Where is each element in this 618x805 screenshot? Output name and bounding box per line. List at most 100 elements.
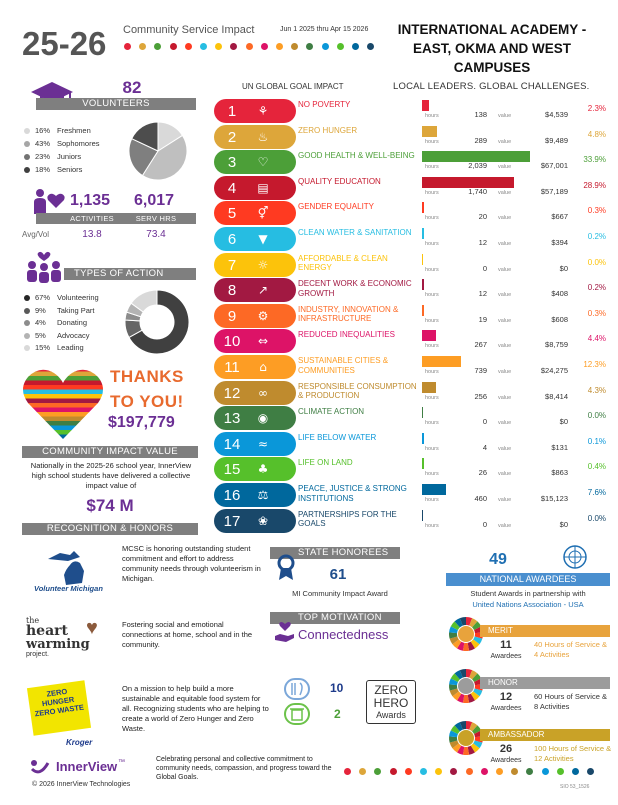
sdg-color-dot: [511, 768, 519, 775]
motivation-banner: TOP MOTIVATION: [270, 612, 400, 624]
tier-description: 60 Hours of Service & 8 Activities: [534, 692, 607, 711]
tier-count: 11: [500, 639, 512, 651]
heart-stripe: [23, 369, 103, 372]
sdg-goal-pill: 7 ☼: [214, 252, 296, 277]
sdg-goal-pill: 4 ▤: [214, 175, 296, 200]
sdg-color-dot: [374, 768, 382, 775]
sdg-impact-bar: [422, 304, 424, 316]
legend-pct: 16%: [35, 126, 51, 135]
value-caption: value: [498, 420, 512, 427]
hours-caption: hours: [425, 241, 439, 247]
legend-label: Taking Part: [57, 305, 95, 315]
sdg-value: $408: [551, 289, 568, 299]
sdg-impact-bar: [422, 509, 423, 521]
sdg-impact-bar: [422, 125, 438, 137]
types-donut-slice: [130, 289, 158, 313]
sdg-color-dot: [435, 768, 443, 775]
sdg-value: $57,189: [540, 186, 568, 196]
sdg-goal-name: INDUSTRY, INNOVATION & INFRASTRUCTURE: [298, 304, 399, 324]
avg-hours: 73.4: [146, 229, 166, 240]
tier-name: HONOR: [488, 678, 518, 687]
sdg-goal-pill: 13 ◉: [214, 406, 296, 431]
sdg-hours: 289: [474, 135, 487, 145]
motivation-value: Connectedness: [298, 627, 389, 642]
sdg-goal-number: 5: [227, 205, 237, 223]
heart-icon: ♥: [86, 617, 98, 639]
volunteer-pie-slice: [131, 121, 159, 152]
state-honorees-label: STATE HONOREES: [298, 547, 389, 558]
wheel-segment: [449, 632, 458, 639]
wheel-segment: [472, 621, 482, 630]
sdg-value: $8,759: [545, 340, 568, 350]
sdg-goal-name: DECENT WORK & ECONOMIC GROWTH: [298, 279, 412, 298]
thanks-line1: THANKS: [110, 367, 184, 386]
sdg-hours: 267: [474, 340, 487, 350]
sdg-goal-number: 4: [227, 179, 237, 197]
volunteer-pie-chart: [128, 121, 188, 186]
tier-banner-honor: HONOR: [480, 677, 610, 689]
sdg-color-dot: [245, 43, 253, 50]
sdg-goal-name: CLIMATE ACTION: [298, 407, 365, 417]
sdg-goal-pill: 14 ≈: [214, 431, 296, 456]
wheel-segment: [450, 621, 460, 630]
hours-caption: hours: [425, 266, 439, 273]
value-caption: value: [498, 189, 512, 196]
impact-label: COMMUNITY IMPACT VALUE: [42, 446, 178, 457]
sdg-color-dot: [572, 768, 579, 775]
sdg-goal-name: REDUCED INEQUALITIES: [298, 330, 395, 340]
sdg-hours: 0: [482, 519, 487, 529]
sdg-goal-pill: 8 ↗: [214, 278, 296, 303]
legend-dot: [24, 345, 30, 352]
wheel-segment: [449, 736, 458, 743]
zero-waste-count: 2: [334, 707, 341, 721]
heart-stripe: [23, 380, 103, 386]
sdg-goal-icon: ♨: [257, 129, 269, 144]
legend-pct: 5%: [35, 330, 46, 340]
sdg-goal-icon: ∞: [258, 385, 268, 400]
sdg-hours: 0: [482, 263, 487, 273]
sdg-impact-bar: [422, 458, 424, 470]
zero-hunger-count: 10: [330, 681, 344, 695]
sdg-hours: 2,039: [468, 161, 487, 171]
sdg-value: $863: [551, 468, 568, 478]
sdg-goal-icon: ↗: [257, 283, 269, 298]
sdg-percent: 4.3%: [587, 385, 606, 395]
legend-dot: [24, 332, 30, 339]
year-label: 25-26: [22, 25, 107, 62]
heart-stripe: [23, 416, 103, 422]
sdg-goal-pill: 12 ∞: [214, 380, 296, 405]
hand-heart-icon: [274, 622, 296, 644]
value-caption: value: [498, 317, 512, 324]
sdg-row-12: 12 ∞ RESPONSIBLE CONSUMPTION & PRODUCTION h…: [214, 380, 609, 405]
sdg-goal-name: QUALITY EDUCATION: [298, 176, 381, 186]
sdg-goal-name: AFFORDABLE & CLEAN ENERGY: [298, 253, 388, 273]
volunteer-legend-item: 43% Sophomores: [24, 139, 100, 149]
sdg-percent: 0.0%: [587, 411, 606, 421]
sdg-hours: 12: [478, 238, 487, 247]
sdg-goal-number: 3: [227, 154, 237, 172]
value-caption: value: [498, 369, 512, 375]
sdg-hours: 460: [474, 494, 487, 503]
wheel-segment: [473, 688, 483, 697]
sdg-color-dot: [336, 43, 344, 50]
types-label: TYPES OF ACTION: [74, 268, 164, 279]
sdg-percent: 33.9%: [583, 155, 606, 165]
sdg-color-dot: [139, 43, 147, 50]
wheel-segment: [470, 691, 480, 701]
sdg-goal-number: 8: [227, 282, 237, 300]
hours-caption: hours: [425, 317, 439, 324]
tier-count: 12: [499, 691, 513, 703]
wheel-segment: [466, 617, 473, 626]
volunteer-legend-item: 18% Seniors: [24, 165, 82, 175]
heart-stripe: [23, 425, 103, 431]
sdg-goal-name: RESPONSIBLE CONSUMPTION & PRODUCTION: [298, 381, 417, 401]
sdg-goal-name: LIFE BELOW WATER: [298, 432, 377, 442]
sdg-header: UN GLOBAL GOAL IMPACT: [242, 82, 344, 91]
wheel-segment: [449, 730, 458, 738]
un-emblem-icon: [560, 544, 590, 572]
heart-stripe: [23, 412, 103, 417]
sdg-color-dot: [367, 43, 375, 50]
sdg-color-dot: [556, 768, 564, 775]
national-count: 49: [489, 551, 507, 568]
sdg-goal-pill: 17 ❀: [214, 508, 296, 533]
